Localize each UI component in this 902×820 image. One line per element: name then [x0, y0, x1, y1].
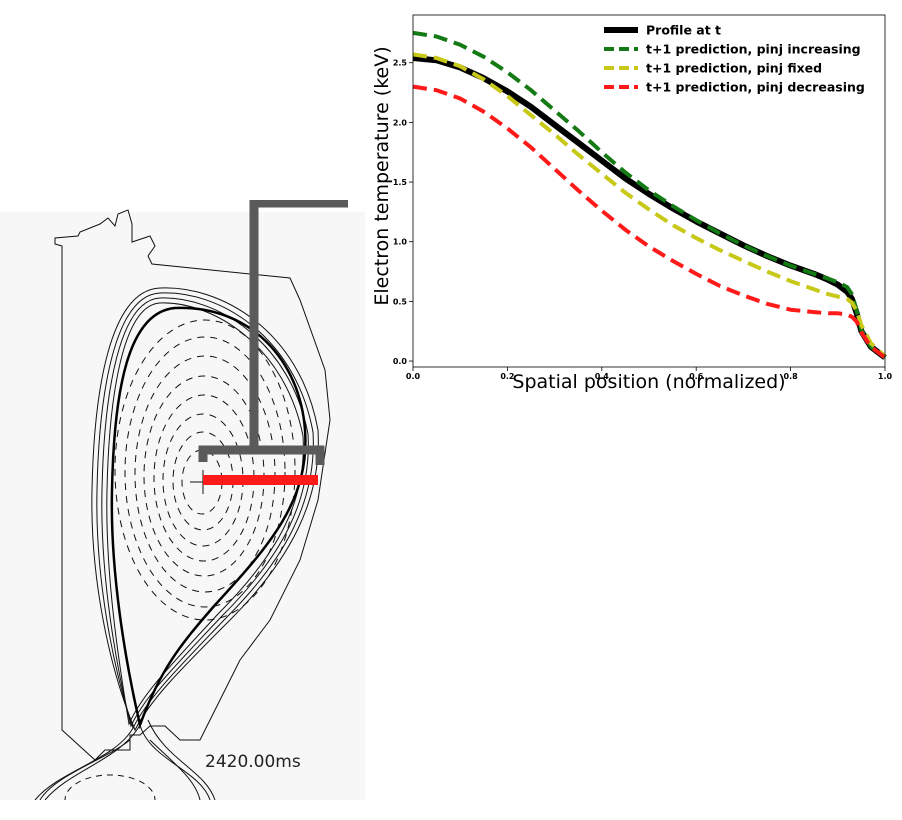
legend-label-0: Profile at t [646, 23, 721, 38]
x-tick-label: 0.6 [689, 372, 704, 381]
vessel-wall [54, 209, 331, 761]
x-tick-label: 0.2 [500, 372, 514, 381]
x-tick-label: 0.0 [406, 372, 421, 381]
x-tick-label: 1.0 [878, 372, 893, 381]
divertor-legs [34, 719, 216, 801]
x-tick-label: 0.4 [595, 372, 610, 381]
chart-svg: 0.0 0.2 0.4 0.6 0.8 1.0 0.0 0.5 1.0 1.5 2.0 2.5 Spa… [371, 14, 893, 393]
series-line-1 [412, 30, 887, 360]
legend-label-3: t+1 prediction, pinj decreasing [646, 80, 865, 95]
y-tick-label: 2.0 [393, 118, 408, 127]
diagram-background [0, 212, 365, 800]
x-axis-label: Spatial position (normalized) [512, 371, 785, 393]
series-line-2 [412, 52, 887, 358]
timestamp-label: 2420.00ms [205, 752, 301, 772]
axis-ticks: 0.0 0.2 0.4 0.6 0.8 1.0 0.0 0.5 1.0 1.5 2.0 2.5 [393, 59, 893, 381]
series-lines [412, 30, 887, 360]
x-tick-label: 0.8 [784, 372, 799, 381]
y-tick-label: 1.5 [393, 178, 408, 187]
plot-frame [412, 14, 886, 368]
equilibrium-diagram: 2420.00ms [0, 198, 365, 820]
y-tick-label: 2.5 [393, 59, 408, 68]
legend-label-2: t+1 prediction, pinj fixed [646, 61, 822, 76]
y-tick-label: 1.0 [393, 238, 408, 247]
y-axis-label: Electron temperature (keV) [371, 46, 393, 305]
diagnostic-line [198, 198, 348, 465]
series-line-3 [412, 84, 887, 360]
tokamak-cross-section: 2420.00ms [0, 198, 365, 820]
legend: Profile at t t+1 prediction, pinj increas… [604, 23, 865, 95]
separatrix [110, 306, 307, 730]
temperature-chart: 0.0 0.2 0.4 0.6 0.8 1.0 0.0 0.5 1.0 1.5 2.0 2.5 Spa… [360, 0, 902, 400]
y-tick-label: 0.5 [393, 297, 408, 306]
y-tick-label: 0.0 [393, 357, 408, 366]
legend-label-1: t+1 prediction, pinj increasing [646, 42, 861, 57]
